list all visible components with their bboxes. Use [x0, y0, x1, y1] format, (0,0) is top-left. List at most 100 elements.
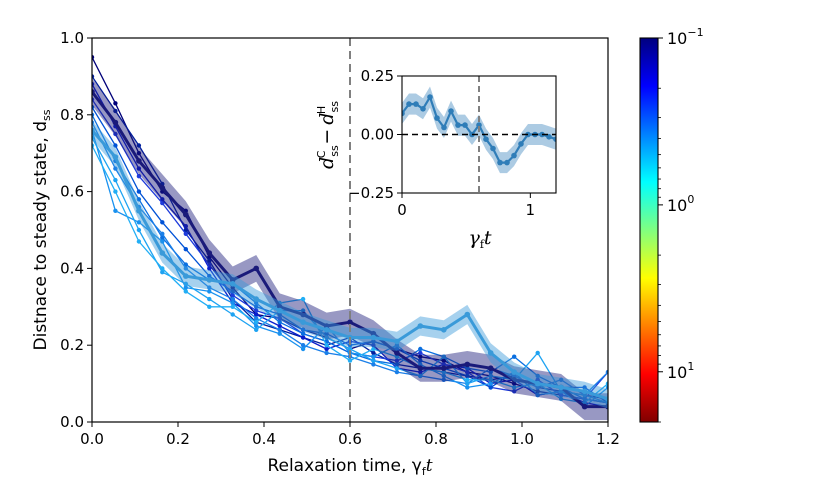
- main-series-1-point-22: [605, 396, 608, 402]
- main-series-5-point-4: [183, 231, 188, 236]
- main-series-8-point-10: [324, 350, 329, 356]
- main-series-10-point-3: [160, 270, 165, 275]
- main-series-4-point-4: [183, 224, 188, 229]
- main-series-1-point-4: [183, 273, 189, 279]
- main-series-0-point-17: [487, 365, 494, 372]
- main-series-8-point-15: [441, 377, 446, 382]
- main-series-1-point-6: [229, 281, 236, 287]
- main-series-7-point-13: [394, 362, 400, 367]
- main-series-0-point-2: [136, 158, 142, 164]
- main-series-0-point-1: [112, 119, 119, 126]
- inset-point-14: [497, 159, 503, 166]
- main-series-2-point-18: [512, 381, 517, 386]
- main-series-7-point-18: [512, 354, 517, 359]
- colorbar-frame: [639, 37, 659, 423]
- inset-point-8: [455, 122, 461, 128]
- main-series-8-point-4: [183, 266, 188, 271]
- main-series-9-point-13: [394, 343, 400, 348]
- main-series-6-point-16: [465, 373, 470, 379]
- main-series-1-point-8: [276, 307, 283, 314]
- main-series-10-point-4: [183, 281, 188, 286]
- main-series-4-point-8: [277, 323, 282, 329]
- main-series-8-point-18: [512, 373, 517, 379]
- main-series-9-point-5: [207, 289, 212, 294]
- main-series-10-point-14: [418, 373, 423, 379]
- main-series-9-point-15: [441, 373, 446, 379]
- main-y-tick-label-5: 1.0: [60, 29, 84, 47]
- main-series-0-point-15: [441, 365, 447, 372]
- main-series-5-point-15: [441, 362, 446, 367]
- main-y-tick-label-1: 0.2: [60, 336, 84, 354]
- main-series-5-point-20: [558, 392, 564, 398]
- main-series-1-point-21: [581, 388, 588, 395]
- main-series-10-point-10: [324, 335, 329, 340]
- main-series-6-point-4: [183, 247, 188, 252]
- main-x-ticks: 0.0 0.2 0.4 0.6 0.8 1.0 1.2: [80, 422, 620, 448]
- main-y-tick-label-4: 0.8: [60, 106, 84, 124]
- main-series-6-point-6: [230, 289, 235, 294]
- main-series-5-point-7: [254, 308, 259, 313]
- main-x-tick-label-5: 1.0: [510, 430, 534, 448]
- main-y-tick-label-2: 0.4: [60, 259, 84, 277]
- main-series-6-point-21: [582, 385, 587, 390]
- main-series-5-point-14: [418, 350, 423, 356]
- main-series-8-point-19: [535, 385, 540, 390]
- main-series-5-point-6: [230, 293, 235, 298]
- main-series-1-point-1: [112, 154, 119, 160]
- main-series-8-point-8: [277, 327, 282, 332]
- inset-point-22: [553, 136, 556, 142]
- main-series-6-point-17: [488, 385, 493, 390]
- main-series-1-point-5: [206, 277, 213, 283]
- colorbar-tick-label-2: 101: [667, 360, 694, 382]
- main-series-8-point-9: [300, 343, 306, 348]
- main-series-10-point-15: [441, 354, 446, 359]
- main-series-8-point-6: [230, 296, 235, 302]
- main-x-tick-label-1: 0.2: [166, 430, 190, 448]
- main-series-9-point-1: [113, 208, 118, 213]
- inset-y-tick-label-2: −0.25: [348, 184, 394, 202]
- main-series-3-point-2: [136, 143, 142, 148]
- main-series-8-point-7: [254, 316, 259, 321]
- main-series-1-point-3: [159, 250, 166, 256]
- main-series-8-point-20: [558, 377, 564, 382]
- main-series-8-point-12: [371, 362, 376, 367]
- main-series-4-point-12: [371, 343, 376, 348]
- main-series-9-point-7: [254, 323, 259, 329]
- main-series-8-point-3: [160, 231, 165, 236]
- main-series-6-point-10: [324, 331, 329, 336]
- main-series-7-point-9: [300, 331, 306, 336]
- main-series-11-point-16: [465, 377, 470, 382]
- main-series-6-point-9: [300, 327, 306, 332]
- main-series-0-point-9: [300, 311, 306, 318]
- main-series-1-point-15: [441, 327, 447, 333]
- main-series-6-point-7: [254, 304, 259, 309]
- main-y-ticks: 0.0 0.2 0.4 0.6 0.8 1.0: [60, 29, 92, 431]
- inset-y-axis-label: dssC−dssH: [315, 101, 341, 169]
- main-x-tick-label-0: 0.0: [80, 430, 104, 448]
- main-x-tick-label-2: 0.4: [252, 430, 276, 448]
- main-series-9-point-19: [535, 392, 540, 398]
- main-series-1-point-16: [464, 311, 471, 318]
- main-series-5-point-18: [512, 389, 517, 394]
- main-series-0-point-13: [394, 350, 400, 356]
- main-series-11-point-2: [136, 239, 142, 244]
- inset-point-9: [462, 122, 468, 128]
- main-series-0-point-4: [183, 211, 189, 218]
- inset-point-3: [420, 106, 426, 112]
- main-series-11-point-4: [183, 289, 188, 294]
- main-series-5-point-3: [160, 200, 165, 206]
- main-series-2-point-19: [535, 389, 540, 394]
- main-series-11-point-12: [371, 346, 376, 352]
- main-series-10-point-6: [230, 312, 235, 317]
- main-series-7-point-7: [254, 300, 259, 306]
- main-series-1-point-20: [558, 384, 564, 391]
- main-series-11-point-15: [441, 369, 446, 375]
- main-series-7-point-19: [535, 373, 540, 379]
- main-series-11-point-17: [488, 377, 493, 382]
- main-series-3-point-1: [113, 108, 118, 114]
- inset-point-2: [413, 101, 419, 107]
- colorbar-ticks: 10−1 100 101: [658, 26, 704, 423]
- main-series-0-point-5: [206, 250, 213, 256]
